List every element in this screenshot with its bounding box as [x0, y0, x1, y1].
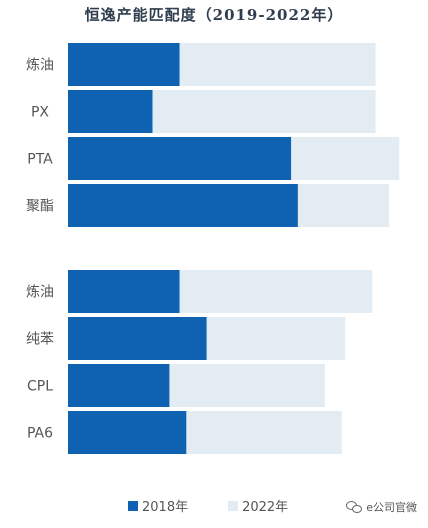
category-label-group2-1: 炼油 — [26, 285, 54, 301]
category-label-group1-2: PX — [31, 105, 49, 121]
bar-2018-group1-4 — [68, 184, 298, 227]
bar-2018-group1-1 — [68, 43, 180, 86]
bar-2018-group2-2 — [68, 317, 207, 360]
category-label-group1-1: 炼油 — [26, 58, 54, 74]
chart-title: 恒逸产能匹配度（2019-2022年） — [84, 6, 344, 24]
category-label-group1-4: 聚酯 — [26, 199, 54, 215]
legend-label-2018: 2018年 — [142, 500, 189, 515]
bar-2018-group1-3 — [68, 137, 292, 180]
bar-2018-group2-4 — [68, 411, 187, 454]
bar-2018-group1-2 — [68, 90, 153, 133]
legend-item-2022: 2022年 — [228, 496, 288, 515]
category-label-group2-4: PA6 — [27, 426, 53, 442]
legend-item-2018: 2018年 — [128, 496, 188, 515]
wechat-icon — [346, 501, 363, 513]
bar-2018-group2-3 — [68, 364, 170, 407]
category-label-group1-3: PTA — [27, 152, 53, 168]
category-label-group2-2: 纯苯 — [26, 331, 54, 348]
watermark: e公司官微 — [343, 498, 420, 516]
bar-2018-group2-1 — [68, 270, 180, 313]
legend: 2018年 2022年 — [128, 496, 328, 515]
watermark-text: e公司官微 — [366, 501, 417, 514]
legend-swatch-2018 — [128, 500, 138, 511]
legend-swatch-2022 — [228, 500, 239, 511]
legend-label-2022: 2022年 — [242, 500, 289, 515]
category-label-group2-3: CPL — [27, 379, 53, 395]
